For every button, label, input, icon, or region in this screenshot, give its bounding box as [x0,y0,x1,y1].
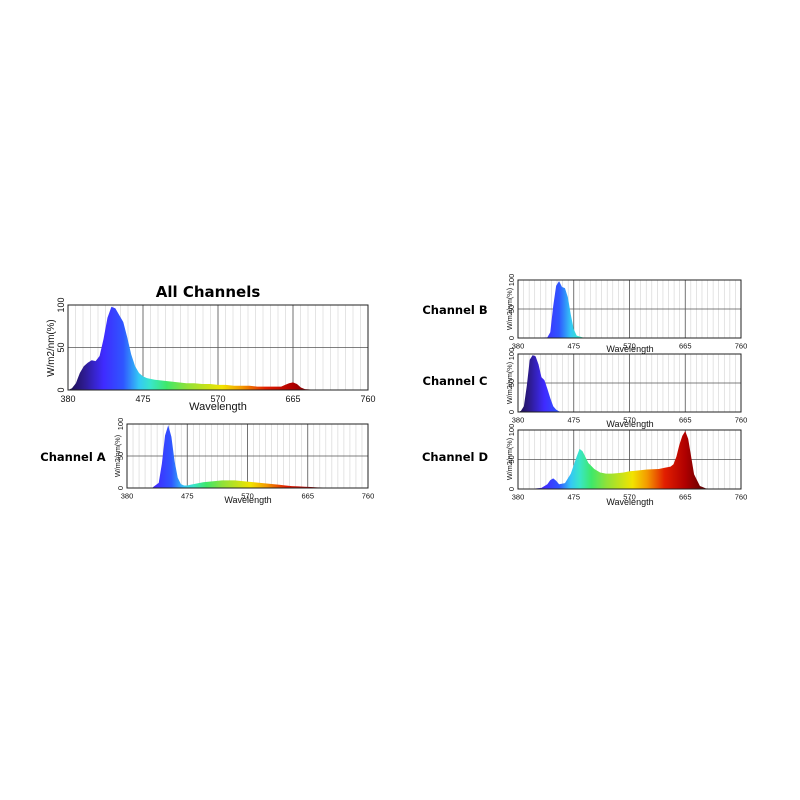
x-tick-label: 760 [735,493,748,502]
x-tick-label: 475 [567,416,580,425]
x-tick-label: 760 [735,416,748,425]
y-tick-labels: 0 50 100 [116,418,125,490]
x-tick-label: 760 [735,342,748,351]
chart-title: Channel C [423,374,488,388]
chart-title: Channel A [40,450,106,464]
chart-all-channels: 380 475 570 665 760 0 50 100 All Channels Wave… [46,283,376,413]
chart-channel-a: 380 475 570 665 760 0 50 100 Channel A Wavelen… [40,418,374,505]
y-tick-label: 50 [116,452,125,460]
x-tick-label: 570 [623,342,636,351]
y-tick-label: 50 [56,342,66,352]
chart-channel-c: 380 475 570 665 760 0 50 100 Channel C Wavelen… [423,348,748,429]
x-tick-label: 475 [567,493,580,502]
chart-title: Channel D [422,450,488,464]
x-tick-label: 475 [181,492,194,501]
x-axis-label: Wavelength [606,419,653,429]
x-tick-label: 570 [210,394,225,404]
y-tick-label: 100 [507,348,516,361]
x-tick-labels: 380 475 570 665 760 [512,493,748,502]
y-tick-label: 0 [507,410,516,414]
y-tick-label: 50 [507,379,516,387]
x-tick-label: 570 [623,416,636,425]
grid [68,305,368,390]
x-tick-labels: 380 475 570 665 760 [121,492,375,501]
x-tick-label: 380 [512,342,525,351]
x-tick-label: 665 [679,493,692,502]
x-tick-label: 665 [679,342,692,351]
y-axis-label: W/m2/nm(%) [505,288,514,330]
x-tick-label: 665 [285,394,300,404]
y-tick-label: 100 [116,418,125,431]
y-tick-labels: 0 50 100 [56,297,66,392]
x-tick-label: 380 [512,493,525,502]
y-axis-label: W/m2/nm(%) [505,362,514,404]
x-tick-label: 665 [301,492,314,501]
y-axis-label: W/m2/nm(%) [505,438,514,480]
plot-frame [67,304,369,391]
plot-frame [126,423,369,489]
y-tick-labels: 0 50 100 [507,424,516,491]
x-axis-label: Wavelength [189,401,247,413]
grid [518,354,741,412]
x-axis-label: Wavelength [606,344,653,354]
x-tick-label: 380 [121,492,134,501]
spectrum-area [518,281,741,338]
chart-channel-d: 380 475 570 665 760 0 50 100 Channel D Wavelen… [422,424,747,507]
x-tick-label: 760 [360,394,375,404]
y-tick-labels: 0 50 100 [507,274,516,340]
y-tick-label: 0 [507,336,516,340]
y-tick-label: 50 [507,455,516,463]
spectrum-area [68,306,368,390]
y-axis-label: W/m2/nm(%) [46,319,57,376]
y-tick-label: 50 [507,305,516,313]
y-tick-label: 100 [507,424,516,437]
x-tick-labels: 380 475 570 665 760 [60,394,375,404]
y-tick-labels: 0 50 100 [507,348,516,414]
y-tick-label: 0 [56,387,66,392]
x-axis-label: Wavelength [224,495,271,505]
x-tick-label: 475 [567,342,580,351]
x-tick-label: 760 [362,492,375,501]
y-axis-label: W/m2/nm(%) [113,435,122,477]
chart-title: Channel B [422,303,487,317]
y-tick-label: 100 [507,274,516,287]
x-tick-label: 570 [623,493,636,502]
spectrum-area [518,355,741,412]
plot-frame [517,353,742,413]
x-tick-labels: 380 475 570 665 760 [512,416,748,425]
plot-frame [517,279,742,339]
chart-channel-b: 380 475 570 665 760 0 50 100 Channel B Wavelen… [422,274,747,354]
x-tick-label: 665 [679,416,692,425]
x-tick-labels: 380 475 570 665 760 [512,342,748,351]
plot-frame [517,429,742,490]
x-tick-label: 380 [512,416,525,425]
x-tick-label: 570 [241,492,254,501]
spectrum-area [518,431,741,489]
y-tick-label: 100 [56,297,66,312]
y-tick-label: 0 [116,486,125,490]
grid [518,280,741,338]
x-tick-label: 380 [60,394,75,404]
y-tick-label: 0 [507,487,516,491]
x-tick-label: 475 [135,394,150,404]
chart-title: All Channels [156,283,261,301]
x-axis-label: Wavelength [606,497,653,507]
